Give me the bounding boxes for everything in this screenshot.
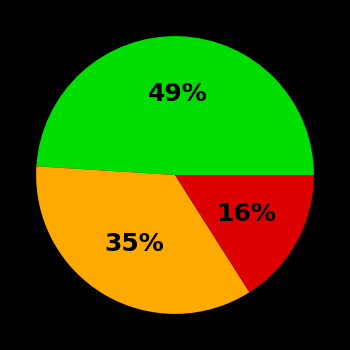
Wedge shape <box>36 36 314 175</box>
Text: 49%: 49% <box>148 83 208 106</box>
Wedge shape <box>36 166 250 314</box>
Text: 35%: 35% <box>104 232 164 256</box>
Wedge shape <box>175 175 314 292</box>
Text: 16%: 16% <box>216 202 275 226</box>
